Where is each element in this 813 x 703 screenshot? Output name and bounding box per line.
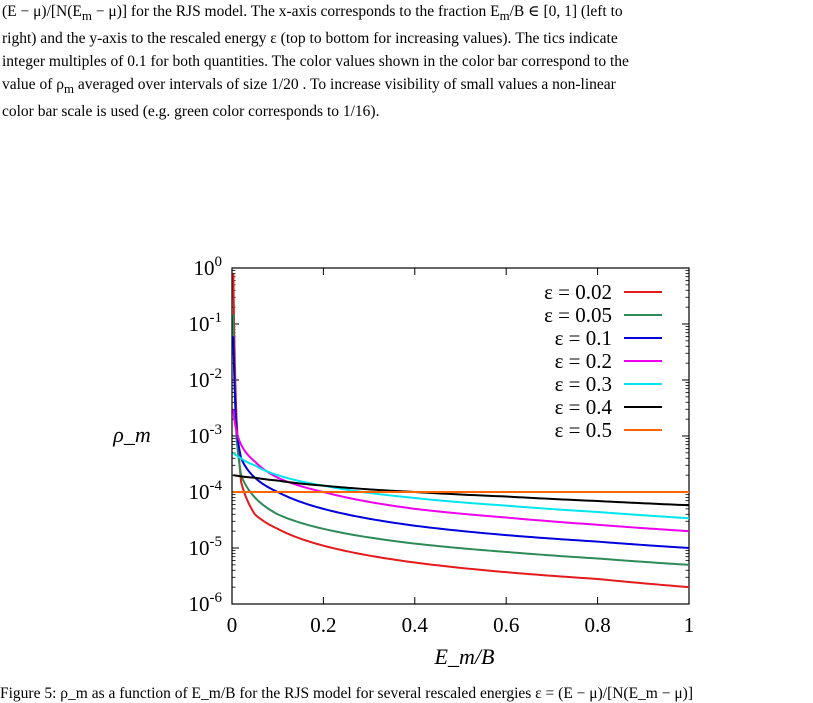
y-tick-base: 10 xyxy=(189,536,210,560)
x-tick-label: 0.8 xyxy=(584,613,610,637)
y-tick-label: 10-6 xyxy=(189,590,223,616)
x-tick-label: 0 xyxy=(227,613,238,637)
x-tick-label: 0.2 xyxy=(310,613,336,637)
x-tick-label: 1 xyxy=(684,613,695,637)
y-tick-base: 10 xyxy=(194,256,215,280)
series-line xyxy=(232,273,690,589)
y-tick-label: 10-1 xyxy=(189,310,223,336)
series-line xyxy=(233,474,690,507)
x-tick-label: 0.6 xyxy=(493,613,519,637)
series-line xyxy=(232,336,690,549)
y-axis-label: ρ_m xyxy=(112,422,150,447)
legend-entry-label: ε = 0.2 xyxy=(555,349,612,373)
legend-entry-label: ε = 0.05 xyxy=(544,303,612,327)
plot-frame xyxy=(231,267,690,605)
y-tick-label: 10-2 xyxy=(189,366,223,392)
series-line xyxy=(232,452,690,520)
legend-entry-label: ε = 0.5 xyxy=(555,418,612,442)
x-tick-label: 0.4 xyxy=(402,613,429,637)
caption-line-4: value of ρm averaged over intervals of s… xyxy=(2,76,616,97)
y-tick-exponent: -2 xyxy=(210,366,223,382)
legend-entry-label: ε = 0.1 xyxy=(555,326,612,350)
caption-line-5: color bar scale is used (e.g. green colo… xyxy=(2,103,380,121)
series-line xyxy=(232,409,690,533)
legend-entry-label: ε = 0.02 xyxy=(544,280,612,304)
caption-line-1: (E − μ)/[N(Em − μ)] for the RJS model. T… xyxy=(2,3,623,24)
y-tick-base: 10 xyxy=(189,480,210,504)
y-tick-base: 10 xyxy=(189,368,210,392)
y-tick-base: 10 xyxy=(189,592,210,616)
y-tick-exponent: -4 xyxy=(210,478,223,494)
x-axis-label: E_m/B xyxy=(434,644,495,669)
y-tick-exponent: -5 xyxy=(210,534,223,550)
y-tick-label: 10-5 xyxy=(189,534,223,560)
figure-caption-bottom: Figure 5: ρ_m as a function of E_m/B for… xyxy=(0,685,693,702)
y-tick-exponent: -3 xyxy=(210,422,223,438)
y-tick-exponent: -1 xyxy=(210,310,223,326)
y-tick-label: 100 xyxy=(194,254,223,280)
legend-entry-label: ε = 0.3 xyxy=(555,372,612,396)
caption-line-2: right) and the y-axis to the rescaled en… xyxy=(2,30,618,48)
figure-caption-top: (E − μ)/[N(Em − μ)] for the RJS model. T… xyxy=(0,0,813,123)
y-tick-base: 10 xyxy=(189,424,210,448)
y-tick-exponent: -6 xyxy=(210,590,223,606)
caption-line-3: integer multiples of 0.1 for both quanti… xyxy=(2,53,629,71)
y-tick-base: 10 xyxy=(189,312,210,336)
y-tick-exponent: 0 xyxy=(215,254,223,270)
y-tick-label: 10-4 xyxy=(189,478,223,504)
legend-entry-label: ε = 0.4 xyxy=(555,395,613,419)
y-tick-label: 10-3 xyxy=(189,422,223,448)
